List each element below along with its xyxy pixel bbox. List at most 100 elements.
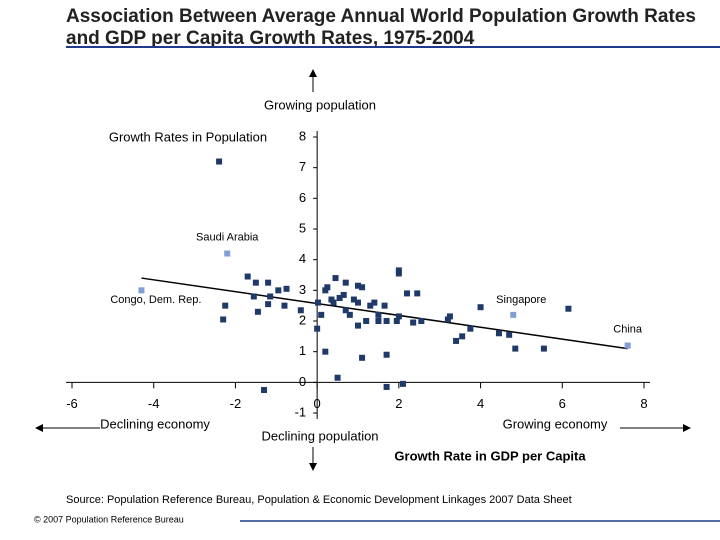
point — [244, 273, 251, 280]
x-tick-label: 0 — [314, 396, 321, 411]
point — [250, 293, 257, 300]
point — [399, 380, 406, 387]
point — [355, 322, 361, 329]
annotation: Declining economy — [100, 416, 210, 431]
point-label: China — [613, 323, 643, 335]
point — [336, 295, 343, 301]
point — [355, 299, 361, 306]
point — [222, 302, 229, 309]
x-tick-label: 6 — [559, 396, 566, 411]
x-tick-label: -4 — [148, 396, 160, 411]
point — [334, 374, 341, 381]
point — [322, 287, 329, 294]
point — [495, 330, 502, 337]
annotation: Growing economy — [503, 416, 608, 431]
point — [342, 279, 349, 286]
point — [332, 275, 339, 282]
point — [342, 307, 349, 314]
y-tick-label: 5 — [299, 220, 306, 235]
point — [395, 270, 402, 277]
point — [267, 293, 274, 300]
point — [322, 348, 329, 355]
point — [459, 333, 466, 340]
x-tick-label: -2 — [230, 396, 242, 411]
point — [363, 318, 370, 324]
point — [410, 319, 417, 326]
point — [506, 331, 513, 338]
point-label: Singapore — [496, 294, 546, 306]
y-tick-label: -1 — [295, 404, 307, 419]
point — [624, 342, 631, 349]
point — [565, 305, 572, 312]
point — [477, 304, 484, 311]
y-tick-label: 3 — [299, 282, 306, 297]
point — [375, 311, 382, 318]
point — [371, 299, 378, 306]
point — [383, 351, 390, 358]
point — [350, 296, 357, 303]
point — [216, 158, 223, 165]
y-tick-label: 6 — [299, 190, 306, 205]
point — [418, 318, 425, 324]
y-tick-label: 4 — [299, 251, 306, 266]
point — [275, 287, 282, 294]
point — [359, 284, 366, 291]
y-tick-label: 0 — [299, 374, 306, 389]
point — [355, 282, 361, 289]
point — [220, 316, 227, 323]
point — [281, 302, 288, 309]
point — [261, 387, 268, 393]
point — [395, 313, 402, 320]
point — [383, 318, 390, 324]
point — [283, 285, 290, 292]
point — [467, 325, 474, 332]
point — [252, 279, 259, 286]
x-axis-label: Growth Rate in GDP per Capita — [394, 448, 586, 463]
point — [381, 302, 388, 309]
copyright: © 2007 Population Reference Bureau — [34, 514, 184, 524]
point — [446, 313, 453, 320]
y-tick-label: 2 — [299, 312, 306, 327]
point — [510, 311, 517, 318]
y-tick-label: 8 — [299, 128, 306, 143]
point-label: Saudi Arabia — [196, 231, 259, 243]
point — [367, 302, 374, 309]
point — [383, 383, 390, 390]
y-tick-label: 1 — [299, 343, 306, 358]
point — [453, 337, 460, 344]
point — [330, 299, 337, 306]
point — [340, 291, 347, 298]
point — [393, 318, 400, 324]
point — [414, 290, 421, 297]
point-label: Congo, Dem. Rep. — [110, 294, 201, 306]
source: Source: Population Reference Bureau, Pop… — [66, 494, 572, 506]
point — [265, 279, 272, 286]
chart-title: Association Between Average Annual World… — [66, 6, 696, 49]
annotation: Growing population — [264, 97, 376, 112]
point — [318, 311, 325, 318]
point — [512, 345, 519, 352]
point — [444, 316, 451, 323]
x-tick-label: -6 — [66, 396, 78, 411]
point — [328, 296, 335, 303]
point — [314, 299, 321, 306]
point — [314, 325, 321, 332]
point — [138, 287, 145, 294]
point — [324, 284, 331, 291]
point — [359, 354, 366, 361]
x-tick-label: 2 — [395, 396, 402, 411]
annotation: Declining population — [261, 428, 378, 443]
point — [297, 307, 304, 314]
point — [395, 267, 402, 274]
y-axis-label: Growth Rates in Population — [109, 129, 267, 144]
y-tick-label: 7 — [299, 159, 306, 174]
point — [265, 301, 272, 308]
point — [254, 308, 261, 315]
point — [346, 311, 353, 318]
x-tick-label: 8 — [640, 396, 647, 411]
x-tick-label: 4 — [477, 396, 484, 411]
trend-line — [141, 277, 628, 350]
point — [224, 250, 231, 257]
